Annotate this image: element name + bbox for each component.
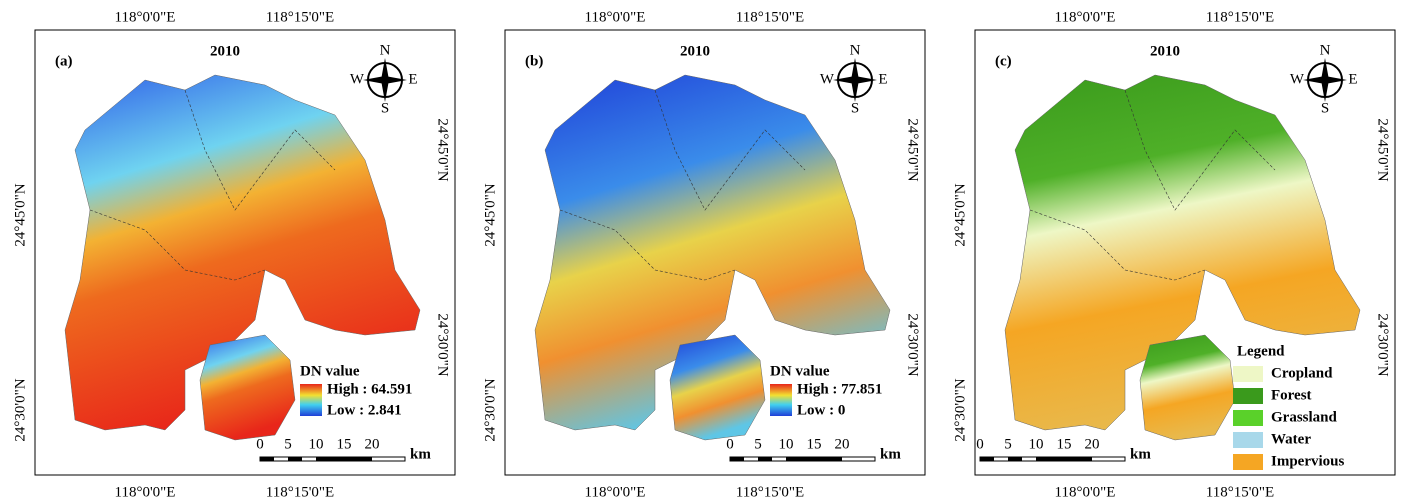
top-coordinate: 118°0'0"E bbox=[115, 9, 176, 25]
compass-n: N bbox=[1320, 42, 1331, 58]
compass-rose bbox=[833, 58, 877, 102]
compass-w: W bbox=[820, 71, 835, 87]
panel-label: (b) bbox=[525, 53, 543, 69]
compass-w: W bbox=[350, 71, 365, 87]
scale-bar-segment bbox=[1008, 457, 1022, 461]
scale-tick: 5 bbox=[1004, 436, 1012, 452]
compass-rose bbox=[1303, 58, 1347, 102]
left-coordinate: 24°30'0"N bbox=[12, 378, 28, 441]
scale-tick: 20 bbox=[835, 436, 850, 452]
scale-tick: 20 bbox=[365, 436, 380, 452]
legend-low: Low : 0 bbox=[797, 402, 845, 418]
legend-low: Low : 2.841 bbox=[327, 402, 402, 418]
legend-title: DN value bbox=[770, 363, 830, 379]
legend-item: Impervious bbox=[1271, 453, 1345, 469]
legend-high: High : 77.851 bbox=[797, 381, 882, 397]
scale-bar-segment bbox=[730, 457, 744, 461]
color-ramp bbox=[300, 384, 322, 416]
right-coordinate: 24°30'0"N bbox=[1375, 313, 1391, 376]
map-year: 2010 bbox=[680, 43, 710, 59]
bottom-coordinate: 118°15'0"E bbox=[1206, 484, 1274, 500]
scale-bar-segment bbox=[758, 457, 772, 461]
scale-tick: 0 bbox=[976, 436, 984, 452]
scale-unit: km bbox=[410, 446, 431, 462]
bottom-coordinate: 118°0'0"E bbox=[1055, 484, 1116, 500]
compass-rose bbox=[363, 58, 407, 102]
legend-title: DN value bbox=[300, 363, 360, 379]
legend-title: Legend bbox=[1237, 343, 1285, 359]
legend-item: Grassland bbox=[1271, 409, 1338, 425]
legend-swatch bbox=[1233, 366, 1263, 382]
right-coordinate: 24°45'0"N bbox=[905, 118, 921, 181]
top-coordinate: 118°15'0"E bbox=[266, 9, 334, 25]
right-coordinate: 24°30'0"N bbox=[435, 313, 451, 376]
scale-unit: km bbox=[880, 446, 901, 462]
top-coordinate: 118°0'0"E bbox=[1055, 9, 1116, 25]
legend-swatch bbox=[1233, 410, 1263, 426]
compass-w: W bbox=[1290, 71, 1305, 87]
left-coordinate: 24°30'0"N bbox=[952, 378, 968, 441]
figure: (a)2010NSEW118°0'0"E118°0'0"E118°15'0"E1… bbox=[0, 0, 1401, 503]
scale-tick: 20 bbox=[1085, 436, 1100, 452]
compass-e: E bbox=[408, 71, 417, 87]
compass-n: N bbox=[380, 42, 391, 58]
right-coordinate: 24°45'0"N bbox=[435, 118, 451, 181]
compass-s: S bbox=[1321, 100, 1329, 116]
compass-e: E bbox=[1348, 71, 1357, 87]
legend-item: Water bbox=[1271, 431, 1311, 447]
scale-tick: 0 bbox=[726, 436, 734, 452]
map-year: 2010 bbox=[210, 43, 240, 59]
scale-tick: 15 bbox=[337, 436, 352, 452]
scale-bar-segment bbox=[786, 457, 842, 461]
panel-label: (c) bbox=[995, 53, 1012, 69]
compass-s: S bbox=[851, 100, 859, 116]
scale-tick: 15 bbox=[1057, 436, 1072, 452]
compass-n: N bbox=[850, 42, 861, 58]
scale-tick: 5 bbox=[284, 436, 292, 452]
left-coordinate: 24°45'0"N bbox=[482, 183, 498, 246]
top-coordinate: 118°15'0"E bbox=[736, 9, 804, 25]
legend-high: High : 64.591 bbox=[327, 381, 412, 397]
bottom-coordinate: 118°0'0"E bbox=[585, 484, 646, 500]
bottom-coordinate: 118°0'0"E bbox=[115, 484, 176, 500]
top-coordinate: 118°0'0"E bbox=[585, 9, 646, 25]
scale-bar-segment bbox=[260, 457, 274, 461]
right-coordinate: 24°45'0"N bbox=[1375, 118, 1391, 181]
legend-swatch bbox=[1233, 388, 1263, 404]
scale-bar-segment bbox=[980, 457, 994, 461]
panel-label: (a) bbox=[55, 53, 73, 69]
color-ramp bbox=[770, 384, 792, 416]
left-coordinate: 24°30'0"N bbox=[482, 378, 498, 441]
bottom-coordinate: 118°15'0"E bbox=[736, 484, 804, 500]
scale-tick: 10 bbox=[1029, 436, 1044, 452]
scale-tick: 15 bbox=[807, 436, 822, 452]
left-coordinate: 24°45'0"N bbox=[12, 183, 28, 246]
compass-e: E bbox=[878, 71, 887, 87]
scale-unit: km bbox=[1130, 446, 1151, 462]
compass-s: S bbox=[381, 100, 389, 116]
legend-item: Forest bbox=[1271, 387, 1312, 403]
scale-bar-segment bbox=[288, 457, 302, 461]
island bbox=[1140, 335, 1235, 440]
scale-tick: 5 bbox=[754, 436, 762, 452]
island bbox=[670, 335, 765, 440]
scale-bar-segment bbox=[316, 457, 372, 461]
right-coordinate: 24°30'0"N bbox=[905, 313, 921, 376]
scale-tick: 10 bbox=[309, 436, 324, 452]
scale-tick: 10 bbox=[779, 436, 794, 452]
island bbox=[200, 335, 295, 440]
left-coordinate: 24°45'0"N bbox=[952, 183, 968, 246]
scale-tick: 0 bbox=[256, 436, 264, 452]
legend-item: Cropland bbox=[1271, 365, 1333, 381]
scale-bar-segment bbox=[1036, 457, 1092, 461]
bottom-coordinate: 118°15'0"E bbox=[266, 484, 334, 500]
map-year: 2010 bbox=[1150, 43, 1180, 59]
top-coordinate: 118°15'0"E bbox=[1206, 9, 1274, 25]
legend-swatch bbox=[1233, 432, 1263, 448]
legend-swatch bbox=[1233, 454, 1263, 470]
